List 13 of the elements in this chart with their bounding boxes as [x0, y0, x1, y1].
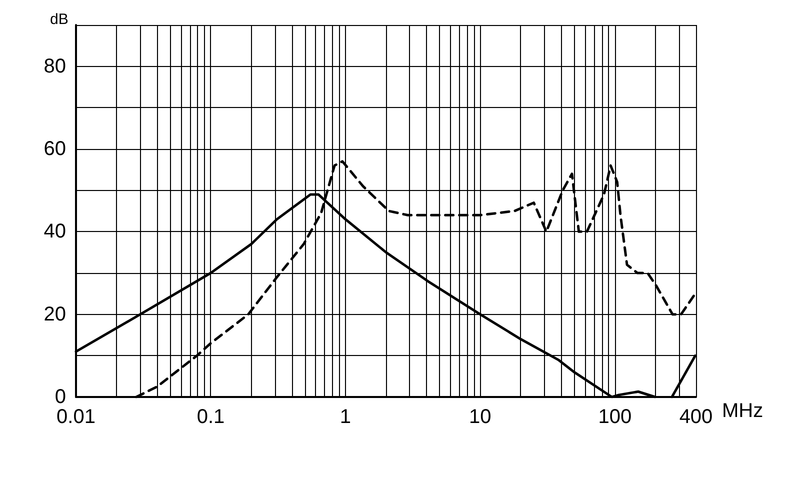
y-axis-title: dB: [50, 11, 68, 28]
y-tick-label: 40: [44, 220, 66, 243]
x-tick-label: 400: [679, 406, 713, 428]
x-tick-label: 100: [598, 406, 632, 428]
x-tick-label: 10: [469, 406, 492, 428]
x-axis-title: MHz: [722, 400, 764, 422]
y-tick-label: 60: [44, 138, 66, 160]
y-tick-label: 0: [54, 386, 66, 408]
y-tick-label: 20: [44, 303, 66, 326]
y-tick-label: 80: [44, 55, 66, 78]
x-tick-label: 0.01: [56, 406, 96, 428]
x-tick-label: 1: [340, 406, 352, 428]
x-tick-label: 0.1: [196, 406, 225, 428]
